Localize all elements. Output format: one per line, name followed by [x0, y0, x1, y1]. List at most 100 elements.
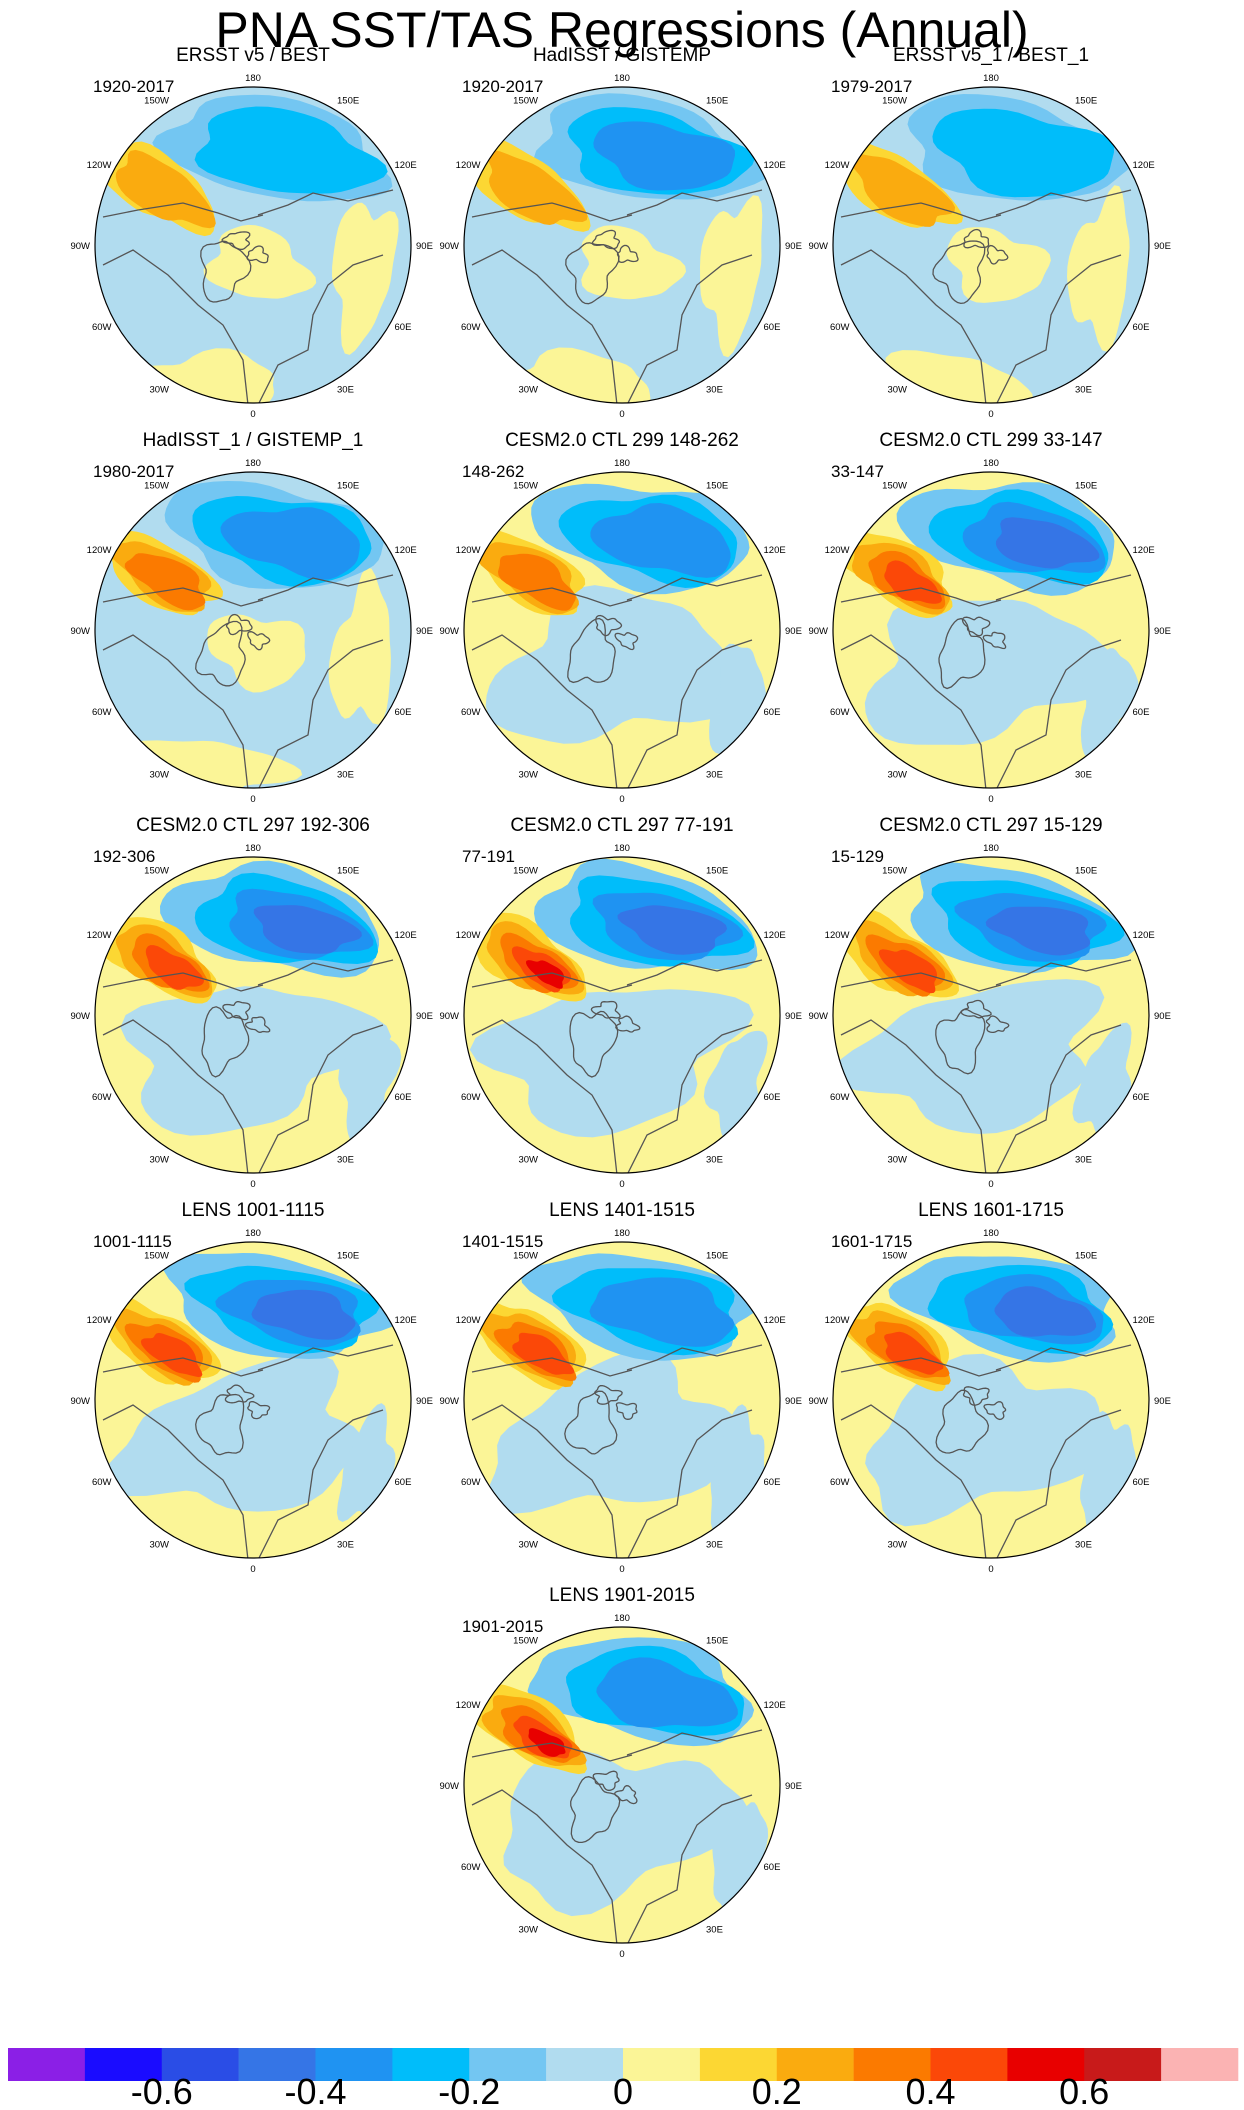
map-grid-label: 60E	[1133, 1092, 1150, 1103]
map-grid-label: 120W	[456, 160, 481, 171]
map-grid-label: 30E	[1075, 1540, 1092, 1551]
map-grid-label: 60W	[461, 1862, 481, 1873]
map-grid-label: 0	[619, 794, 624, 805]
map-grid-label: 30E	[337, 1540, 354, 1551]
map-grid-label: 150W	[144, 866, 169, 877]
map-grid-label: 30E	[706, 1155, 723, 1166]
map-grid-label: 120E	[1133, 545, 1155, 556]
map-grid-label: 90E	[1154, 1011, 1171, 1022]
map-grid-label: 150E	[337, 96, 359, 107]
map-grid-label: 150E	[1075, 1251, 1097, 1262]
map-grid-label: 60E	[1133, 1477, 1150, 1488]
map-grid-label: 0	[619, 1179, 624, 1190]
map-grid-label: 180	[983, 73, 999, 84]
map-grid-label: 120W	[825, 160, 850, 171]
map-grid-label: 180	[245, 73, 261, 84]
map-grid-label: 150W	[144, 481, 169, 492]
map-grid-label: 180	[245, 843, 261, 854]
map-grid-label: 120E	[1133, 930, 1155, 941]
map-grid-label: 30E	[1075, 385, 1092, 396]
map-grid-label: 60W	[461, 1477, 481, 1488]
map-grid-label: 60W	[830, 1092, 850, 1103]
map-grid-label: 30W	[149, 1155, 169, 1166]
map-grid-label: 120E	[1133, 160, 1155, 171]
panel-period: 77-191	[462, 847, 515, 866]
panel-title: LENS 1001-1115	[182, 1200, 325, 1221]
panel-title: LENS 1901-2015	[549, 1585, 695, 1606]
map-grid-label: 30W	[518, 770, 538, 781]
map-grid-label: 60E	[395, 1477, 412, 1488]
map-grid-label: 30W	[887, 1540, 907, 1551]
map-grid-label: 150E	[337, 866, 359, 877]
map-grid-label: 60E	[1133, 707, 1150, 718]
panel-period: 192-306	[93, 847, 155, 866]
map-grid-label: 150E	[337, 481, 359, 492]
map-grid-label: 90W	[808, 1011, 828, 1022]
map-grid-label: 90W	[439, 241, 459, 252]
panel-period: 1979-2017	[831, 77, 912, 96]
map-grid-label: 180	[983, 1228, 999, 1239]
map-grid-label: 180	[614, 458, 630, 469]
map-grid-label: 150E	[706, 481, 728, 492]
map-grid-label: 180	[245, 1228, 261, 1239]
panel-period: 1901-2015	[462, 1617, 543, 1636]
panel-title: CESM2.0 CTL 297 15-129	[879, 815, 1102, 836]
map-grid-label: 150W	[513, 96, 538, 107]
map-grid-label: 0	[988, 1179, 993, 1190]
map-grid-label: 150W	[513, 1636, 538, 1647]
map-grid-label: 0	[250, 1179, 255, 1190]
map-grid-label: 60E	[764, 1477, 781, 1488]
map-panel: HadISST_1 / GISTEMP_1 1980-2017 180 0 90W 90E…	[70, 430, 432, 805]
map-grid-label: 120E	[764, 930, 786, 941]
map-grid-label: 90W	[70, 1011, 90, 1022]
map-grid-label: 90E	[785, 1781, 802, 1792]
map-grid-label: 30W	[518, 1155, 538, 1166]
panel-period: 1601-1715	[831, 1232, 912, 1251]
map-grid-label: 60E	[395, 322, 412, 333]
map-grid-label: 30E	[706, 385, 723, 396]
map-panel: LENS 1401-1515 1401-1515 180 0 90W 90E 150W 120…	[439, 1200, 801, 1575]
map-grid-label: 60W	[830, 707, 850, 718]
map-grid-label: 90W	[70, 241, 90, 252]
map-grid-label: 90W	[70, 626, 90, 637]
map-grid-label: 60E	[1133, 322, 1150, 333]
map-grid-label: 90W	[439, 626, 459, 637]
map-grid-label: 60W	[830, 322, 850, 333]
map-grid-label: 90E	[1154, 241, 1171, 252]
map-grid-label: 120E	[395, 1315, 417, 1326]
map-grid-label: 180	[983, 843, 999, 854]
map-grid-label: 60W	[830, 1477, 850, 1488]
map-grid-label: 60E	[395, 707, 412, 718]
map-grid-label: 150W	[513, 1251, 538, 1262]
map-grid-label: 120E	[764, 1700, 786, 1711]
map-grid-label: 60E	[764, 322, 781, 333]
map-grid-label: 30E	[1075, 1155, 1092, 1166]
map-grid-label: 150E	[706, 96, 728, 107]
map-grid-label: 150W	[144, 96, 169, 107]
map-grid-label: 30E	[337, 385, 354, 396]
map-grid-label: 90W	[439, 1396, 459, 1407]
map-grid-label: 90W	[808, 1396, 828, 1407]
map-grid-label: 30W	[887, 1155, 907, 1166]
map-grid-label: 0	[988, 409, 993, 420]
map-grid-label: 90W	[808, 241, 828, 252]
map-grid-label: 120W	[87, 160, 112, 171]
map-panel: LENS 1601-1715 1601-1715 180 0 90W 90E 150W 120…	[808, 1200, 1170, 1575]
map-grid-label: 90E	[785, 1011, 802, 1022]
map-grid-label: 120W	[825, 930, 850, 941]
map-grid-label: 120E	[1133, 1315, 1155, 1326]
map-grid-label: 30W	[149, 1540, 169, 1551]
map-grid-label: 150E	[1075, 481, 1097, 492]
map-grid-label: 0	[250, 1564, 255, 1575]
panel-title: LENS 1401-1515	[549, 1200, 695, 1221]
map-grid-label: 90E	[785, 241, 802, 252]
map-grid-label: 180	[614, 73, 630, 84]
panel-title: ERSST v5_1 / BEST_1	[893, 45, 1089, 66]
map-grid-label: 120E	[395, 545, 417, 556]
map-grid-label: 120W	[456, 930, 481, 941]
map-panel: CESM2.0 CTL 297 192-306 192-306 180 0 90W 90E…	[70, 815, 432, 1190]
panel-title: LENS 1601-1715	[918, 1200, 1064, 1221]
map-panel: CESM2.0 CTL 297 77-191 77-191 180 0 90W 90E 15…	[439, 815, 801, 1190]
